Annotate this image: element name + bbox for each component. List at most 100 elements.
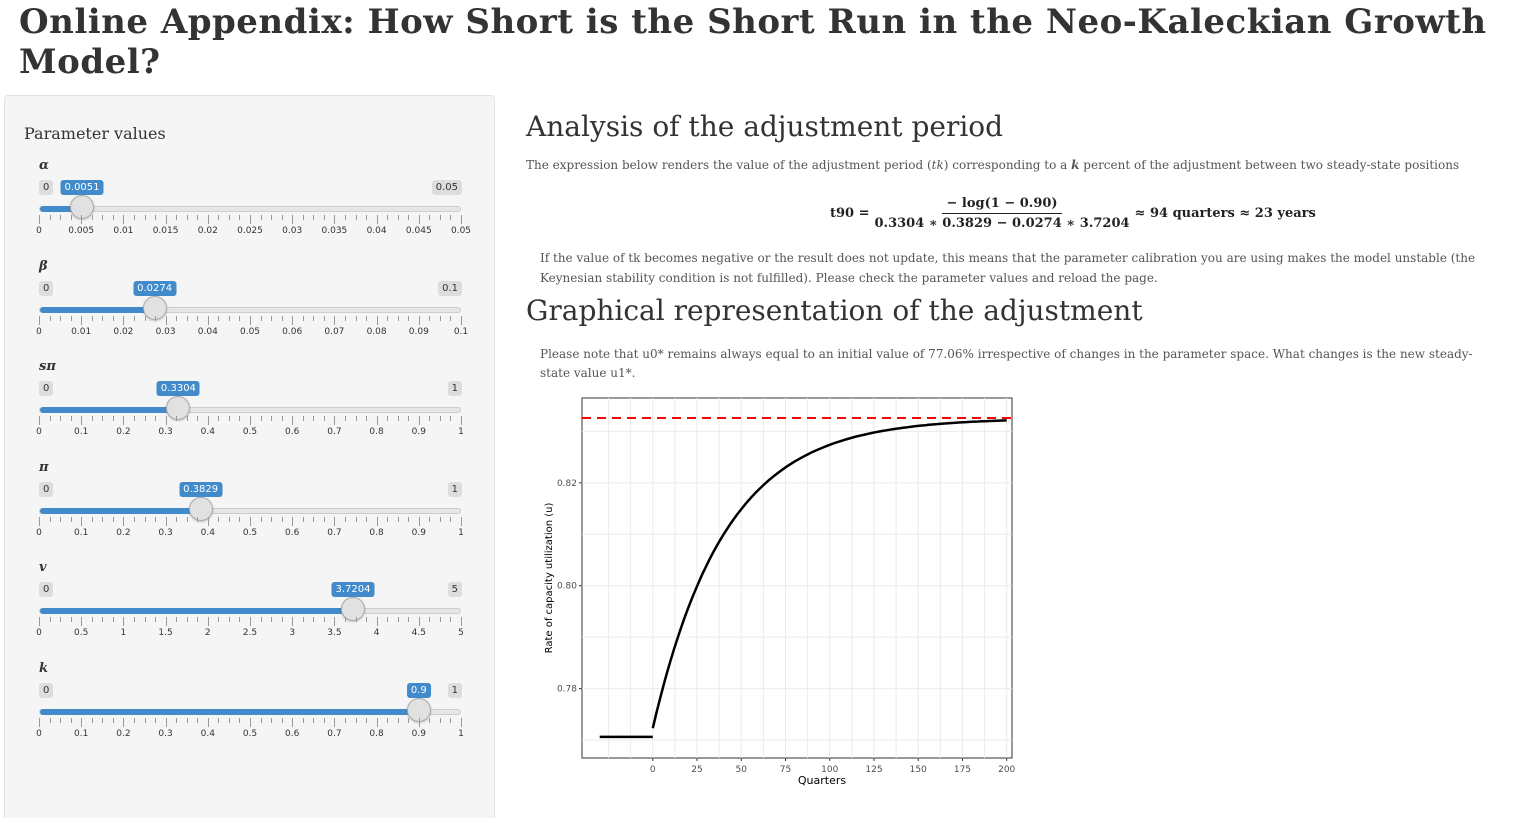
slider-tick-label: 0 — [36, 226, 42, 236]
slider-tick — [344, 617, 346, 622]
slider-tick — [397, 717, 399, 723]
slider-tick — [302, 315, 304, 321]
slider-tick — [102, 416, 104, 421]
slider-handle[interactable] — [142, 295, 167, 320]
slider-tick — [429, 215, 431, 220]
slider-tick — [260, 215, 262, 220]
slider-tick — [81, 416, 83, 425]
slider-tick-label: 0.07 — [324, 326, 345, 337]
slider-tick-label: 0.8 — [369, 728, 384, 739]
slider-tick — [39, 617, 40, 626]
slider-tick — [123, 617, 125, 626]
slider-ticks — [39, 416, 462, 426]
slider-beta[interactable]: β 0 0.1 0.0274 0 0.01 0.02 0.03 0.04 0.05 0.06 0.07… — [5, 259, 496, 355]
slider-tick — [186, 315, 188, 321]
x-axis-label: Quarters — [798, 774, 846, 787]
slider-tick — [250, 315, 251, 325]
slider-tick — [250, 416, 251, 425]
slider-tick — [207, 416, 209, 425]
slider-v[interactable]: v 0 5 3.7204 0 0.5 1 1.5 2 2.5 3 3.5 4 4.5 5 — [5, 560, 496, 656]
slider-tick — [228, 215, 230, 220]
slider-tick-label: 0.7 — [327, 527, 342, 538]
slider-tick-label: 0.01 — [113, 226, 134, 236]
slider-tick — [165, 617, 167, 626]
y-axis-label: Rate of capacity utilization (u) — [544, 503, 555, 654]
slider-tick-label: 0.1 — [74, 427, 89, 437]
slider-track[interactable] — [39, 206, 461, 212]
slider-tick — [39, 315, 40, 325]
slider-tick-label: 5 — [458, 628, 464, 638]
slider-tick-label: 1 — [120, 628, 127, 638]
formula-result: ≈ 94 quarters ≈ 23 years — [1134, 206, 1316, 221]
slider-min-badge: 0 — [39, 280, 54, 296]
slider-tick — [239, 215, 241, 220]
slider-tick-label: 0.04 — [366, 226, 387, 236]
slider-tick-label: 0.045 — [405, 226, 432, 236]
slider-tick — [39, 215, 40, 224]
slider-tick-label: 2.5 — [242, 628, 258, 638]
slider-track[interactable] — [39, 708, 461, 715]
slider-min-badge: 0 — [39, 381, 54, 396]
slider-tick — [418, 416, 420, 425]
slider-tick — [334, 516, 336, 526]
slider-fill — [40, 306, 156, 313]
slider-tick — [313, 215, 315, 220]
slider-tick — [408, 617, 410, 622]
slider-tick — [176, 717, 178, 723]
slider-handle[interactable] — [341, 597, 365, 621]
slider-track[interactable] — [39, 608, 461, 614]
slider-tick-label: 0.02 — [113, 326, 134, 337]
slider-tick — [461, 516, 462, 526]
slider-tick — [123, 215, 125, 224]
adjustment-formula: t90 = − log(1 − 0.90) 0.3304 ∗ 0.3829 − … — [830, 196, 1316, 231]
slider-fill — [40, 608, 354, 614]
slider-tick — [144, 315, 146, 321]
analysis-intro: The expression below renders the value o… — [526, 158, 1460, 172]
slider-tick — [155, 215, 157, 220]
slider-tick — [207, 717, 209, 727]
slider-tick — [387, 416, 389, 421]
parameter-sidebar: Parameter values α 0 0.05 0.0051 0 0.005 0.01 0… — [4, 95, 495, 818]
slider-tick — [376, 516, 378, 526]
slider-tick-label: 0.03 — [155, 326, 176, 337]
slider-tick — [429, 315, 431, 321]
slider-tick-label: 0.3 — [158, 527, 173, 538]
slider-tick — [70, 215, 72, 220]
slider-tick-label: 3.5 — [327, 628, 342, 638]
slider-tick — [292, 215, 294, 224]
slider-tick — [218, 215, 220, 220]
slider-min-badge: 0 — [39, 682, 54, 698]
x-tick-label: 200 — [998, 765, 1015, 775]
stability-note: If the value of tk becomes negative or t… — [540, 251, 1476, 285]
slider-tick — [49, 717, 51, 723]
slider-tick — [49, 617, 51, 622]
slider-k[interactable]: k 0 1 0.9 0 0.1 0.2 0.3 0.4 0.5 0.6 0.7 0.8 0.9 1 — [5, 661, 496, 757]
slider-label: α — [39, 158, 50, 173]
slider-tick — [102, 516, 104, 522]
slider-track[interactable] — [39, 407, 461, 413]
slider-tick — [239, 717, 241, 723]
graph-note: Please note that u0* remains always equa… — [540, 347, 1473, 380]
slider-tick-label: 0.5 — [74, 628, 89, 638]
analysis-heading: Analysis of the adjustment period — [526, 110, 1004, 143]
slider-track[interactable] — [39, 306, 461, 313]
slider-tick — [387, 717, 389, 723]
slider-tick — [439, 617, 441, 622]
slider-tick — [176, 215, 178, 220]
slider-fill — [40, 407, 180, 413]
x-tick-label: 125 — [865, 765, 882, 775]
slider-s_pi[interactable]: sπ 0 1 0.3304 0 0.1 0.2 0.3 0.4 0.5 0.6 0.7 0.8 0.9 1 — [5, 359, 496, 455]
slider-tick — [366, 315, 368, 321]
slider-tick-label: 4 — [373, 628, 380, 638]
slider-tick-label: 0.3 — [158, 728, 173, 739]
slider-tick — [323, 215, 325, 220]
slider-tick — [155, 416, 157, 421]
slider-track[interactable] — [39, 507, 461, 514]
slider-handle[interactable] — [166, 396, 191, 420]
slider-tick — [81, 516, 83, 526]
slider-label: β — [39, 258, 48, 274]
slider-tick-label: 0.5 — [242, 527, 258, 538]
slider-tick — [334, 416, 336, 425]
slider-alpha[interactable]: α 0 0.05 0.0051 0 0.005 0.01 0.015 0.02 0.025 0.03… — [5, 158, 496, 254]
slider-pi[interactable]: π 0 1 0.3829 0 0.1 0.2 0.3 0.4 0.5 0.6 0.7 0.8 0.9 1 — [5, 460, 496, 556]
